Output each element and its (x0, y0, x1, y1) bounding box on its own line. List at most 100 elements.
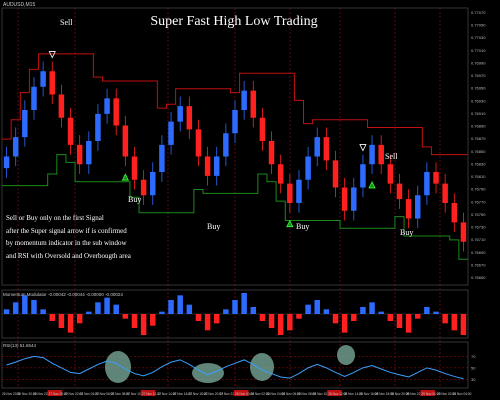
price-axis-label: 0.76750 (471, 212, 486, 217)
time-axis-label: 29 Nov 02:00 (437, 392, 456, 396)
price-candle (287, 183, 293, 203)
price-candle (405, 199, 412, 219)
momentum-bar (433, 311, 439, 314)
price-candle (223, 133, 229, 157)
price-candle (396, 183, 403, 200)
time-axis-label: 27 Nov 14:00 (157, 392, 176, 396)
sell-arrow-icon (48, 51, 56, 59)
time-axis-highlight (420, 390, 435, 396)
momentum-bar (241, 293, 247, 314)
price-axis-label: 0.76670 (471, 262, 486, 267)
momentum-bar (204, 314, 211, 331)
price-candle (122, 125, 129, 157)
price-axis-label: 0.76930 (471, 98, 486, 103)
momentum-bar (332, 314, 339, 324)
momentum-bar (150, 314, 156, 326)
price-axis-label: 0.76910 (471, 111, 486, 116)
price-candle (12, 137, 19, 157)
momentum-bar (442, 314, 448, 324)
price-candle (369, 144, 375, 165)
time-axis-label: 28 Nov 16:00 (359, 392, 378, 396)
price-candle (424, 172, 430, 196)
momentum-bar (323, 309, 330, 314)
time-axis-label: 28 Nov 18:00 (375, 392, 394, 396)
momentum-bar (250, 307, 257, 314)
buy-arrow-icon (286, 219, 294, 228)
time-axis-label: 27 Nov 06:00 (95, 392, 114, 396)
price-candle (378, 144, 384, 165)
momentum-bar (67, 314, 74, 333)
rsi-highlight (105, 351, 131, 383)
price-candle (22, 110, 28, 138)
price-axis-label: 0.76950 (471, 86, 486, 91)
price-axis-label: 0.76690 (471, 250, 486, 255)
momentum-bar (12, 302, 19, 314)
price-candle (451, 203, 458, 223)
price-candle (442, 183, 448, 203)
time-axis-label: 27 Nov 04:00 (80, 392, 99, 396)
price-candle (140, 179, 147, 196)
time-axis-label: 26 Nov 20:00 (18, 392, 37, 396)
time-axis-label: 27 Nov 20:00 (204, 392, 223, 396)
time-axis-label: 28 Nov 14:00 (344, 392, 363, 396)
price-axis-label: 0.77070 (471, 10, 486, 15)
momentum-bar (195, 314, 202, 321)
momentum-bar (159, 311, 165, 314)
time-axis-highlight (327, 390, 342, 396)
note-line: after the Super signal arrow if is confi… (6, 226, 127, 235)
momentum-bar (113, 304, 119, 314)
note-line: by momentum indicator in the sub window (6, 239, 127, 247)
momentum-bar (3, 309, 10, 314)
price-candle (387, 164, 394, 184)
momentum-bar (232, 300, 238, 314)
rsi-highlight (250, 353, 274, 381)
sell-arrow-icon (359, 144, 367, 152)
momentum-bar (49, 314, 55, 321)
momentum-bar (58, 314, 65, 328)
time-axis-label: 27 Nov 12:00 (142, 392, 161, 396)
rsi-axis-label: 30 (471, 377, 476, 382)
rsi-highlight (192, 363, 224, 383)
rsi-highlight (337, 345, 355, 365)
momentum-bar (168, 300, 174, 314)
price-candle (268, 141, 275, 165)
buy-arrow-icon (368, 181, 376, 189)
momentum-bar (86, 311, 92, 314)
price-candle (113, 98, 119, 126)
price-candle (415, 195, 421, 219)
rsi-axis-label: 70 (471, 354, 476, 359)
momentum-bar (213, 314, 220, 324)
price-candle (58, 94, 65, 118)
price-axis-label: 0.76710 (471, 237, 486, 242)
time-axis-label: 28 Nov 02:00 (251, 392, 270, 396)
momentum-bar (314, 300, 320, 314)
rsi-axis-label: 50 (471, 365, 476, 370)
price-axis-label: 0.76990 (471, 60, 486, 65)
time-axis-label: 27 Nov 02:00 (64, 392, 83, 396)
momentum-bar (460, 314, 467, 335)
upper-band-line (2, 53, 468, 156)
momentum-bar (296, 314, 302, 319)
price-candle (95, 113, 101, 141)
price-candle (40, 71, 46, 87)
momentum-bar (22, 295, 28, 314)
note-line: and RSI with Oversold and Overbougth are… (6, 251, 131, 260)
price-axis-label: 0.76850 (471, 149, 486, 154)
price-axis-label: 0.76970 (471, 73, 486, 78)
momentum-bar (378, 311, 384, 314)
time-axis-label: 27 Nov 10:00 (126, 392, 145, 396)
price-candle (195, 129, 202, 157)
momentum-bar (40, 309, 46, 314)
price-candle (86, 141, 92, 165)
momentum-bar (95, 302, 101, 314)
time-axis-label: 27 Nov 16:00 (173, 392, 192, 396)
time-axis-label: 27 Nov 00:00 (49, 392, 68, 396)
price-candle (204, 156, 211, 176)
price-candle (314, 137, 320, 157)
symbol-label: AUDUSD,M15 (3, 2, 36, 8)
price-candle (213, 156, 220, 176)
time-axis-label: 29 Nov 00:00 (421, 392, 440, 396)
time-axis-label: 28 Nov 10:00 (313, 392, 332, 396)
